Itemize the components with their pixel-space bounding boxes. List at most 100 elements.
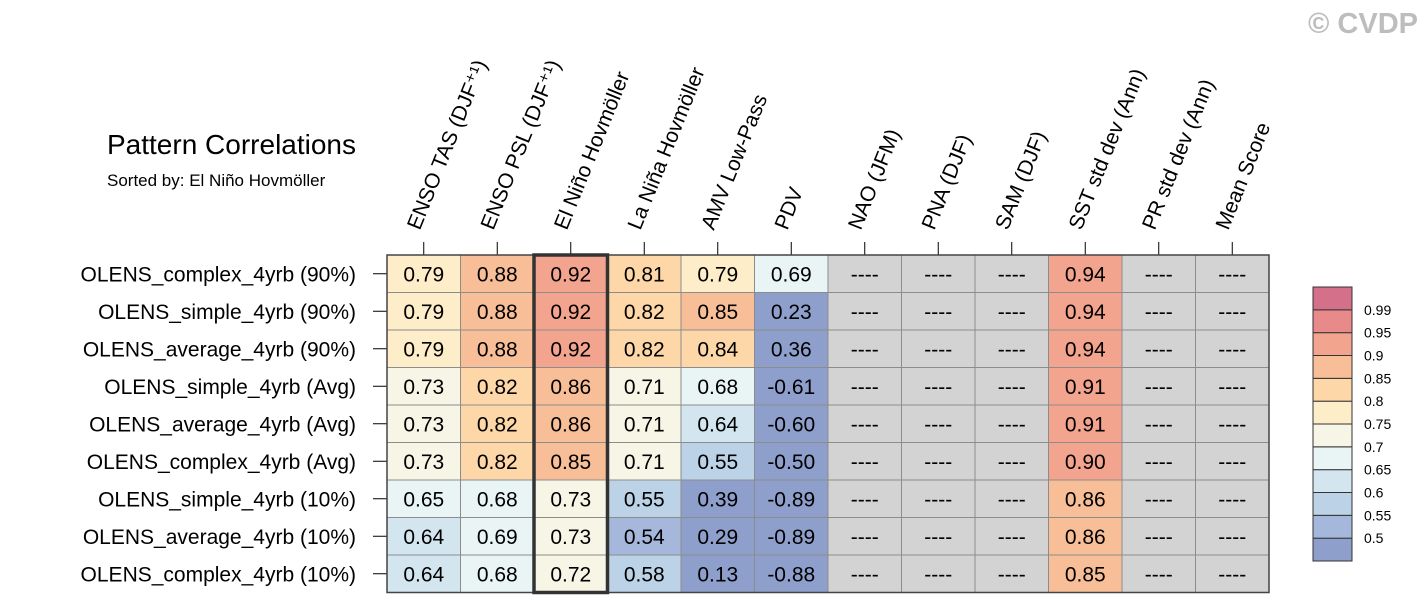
table-cell <box>386 479 461 518</box>
cell-value: ---- <box>998 413 1026 436</box>
cell-value: 0.85 <box>697 301 738 324</box>
cell-value: ---- <box>851 563 879 586</box>
table-cell <box>386 442 461 481</box>
colorbar-label: 0.55 <box>1364 507 1391 523</box>
cell-value: ---- <box>924 301 952 324</box>
cell-value: ---- <box>924 413 952 436</box>
cell-value: 0.71 <box>624 376 665 399</box>
cell-value: ---- <box>1218 338 1246 361</box>
colorbar-label: 0.99 <box>1364 302 1391 318</box>
table-cell <box>901 442 976 481</box>
table-cell <box>680 517 755 556</box>
column-labels: ENSO TAS (DJF⁺¹)ENSO PSL (DJF⁺¹)El Niño … <box>403 57 1275 255</box>
cell-value: ---- <box>1218 413 1246 436</box>
table-cell <box>901 254 976 293</box>
table-cell <box>901 554 976 593</box>
cell-value: ---- <box>851 413 879 436</box>
cell-value: 0.90 <box>1065 451 1106 474</box>
colorbar-segment <box>1312 355 1353 379</box>
cell-value: ---- <box>924 563 952 586</box>
cell-value: ---- <box>1145 563 1173 586</box>
table-cell <box>754 404 829 443</box>
cell-value: 0.92 <box>550 338 591 361</box>
colorbar-segment <box>1312 537 1353 562</box>
cell-value: 0.23 <box>771 301 812 324</box>
cell-value: 0.92 <box>550 263 591 286</box>
cell-value: 0.82 <box>624 301 665 324</box>
cell-value: 0.72 <box>550 563 591 586</box>
cell-value: ---- <box>998 301 1026 324</box>
colorbar-label: 0.6 <box>1364 485 1384 501</box>
row-label: OLENS_average_4yrb (10%) <box>83 526 356 549</box>
column-label: El Niño Hovmöller <box>550 68 634 232</box>
cell-value: 0.55 <box>697 451 738 474</box>
colorbar-segment <box>1312 309 1353 334</box>
cell-value: 0.68 <box>697 376 738 399</box>
table-cell <box>1121 554 1196 593</box>
table-cell <box>533 517 608 556</box>
colorbar: 0.5 0.55 0.6 0.65 0.7 0.75 0.8 0.85 0.9 0.95 0.99 <box>1312 286 1391 562</box>
table-cell <box>827 367 902 406</box>
table-cell <box>1121 517 1196 556</box>
table-cell <box>460 404 535 443</box>
table-cell <box>974 479 1049 518</box>
cell-value: 0.82 <box>624 338 665 361</box>
row-label: OLENS_simple_4yrb (Avg) <box>104 376 356 399</box>
cell-value: ---- <box>998 526 1026 549</box>
cell-value: 0.84 <box>697 338 738 361</box>
cell-value: 0.13 <box>697 563 738 586</box>
cell-value: ---- <box>998 488 1026 511</box>
chart-subtitle: Sorted by: El Niño Hovmöller <box>107 171 326 190</box>
cell-value: ---- <box>851 263 879 286</box>
row-label: OLENS_simple_4yrb (10%) <box>98 488 356 511</box>
cell-value: 0.36 <box>771 338 812 361</box>
cell-value: 0.82 <box>477 413 518 436</box>
column-label: PR std dev (Ann) <box>1138 76 1219 233</box>
cell-value: ---- <box>1145 526 1173 549</box>
cell-value: 0.86 <box>1065 526 1106 549</box>
table-cell <box>1048 367 1123 406</box>
cell-value: 0.71 <box>624 413 665 436</box>
row-label: OLENS_complex_4yrb (90%) <box>81 263 356 286</box>
cell-value: ---- <box>1218 563 1246 586</box>
colorbar-segment <box>1312 332 1353 356</box>
cell-value: 0.55 <box>624 488 665 511</box>
table-cell <box>1195 367 1270 406</box>
colorbar-label: 0.5 <box>1364 530 1384 546</box>
colorbar-label: 0.95 <box>1364 325 1391 341</box>
cell-value: 0.94 <box>1065 338 1106 361</box>
cell-value: 0.73 <box>550 526 591 549</box>
cell-value: 0.79 <box>697 263 738 286</box>
cell-value: 0.79 <box>403 338 444 361</box>
cell-value: ---- <box>851 338 879 361</box>
table-cell <box>1121 329 1196 368</box>
table-cell <box>607 292 682 331</box>
table-cell <box>1121 404 1196 443</box>
colorbar-segment <box>1312 469 1353 493</box>
table-border <box>386 254 1270 594</box>
cell-value: 0.86 <box>550 413 591 436</box>
cell-value: -0.89 <box>767 526 815 549</box>
cell-value: -0.50 <box>767 451 815 474</box>
cell-value: 0.73 <box>403 376 444 399</box>
table-cell <box>901 329 976 368</box>
cell-value: 0.39 <box>697 488 738 511</box>
cell-value: 0.68 <box>477 488 518 511</box>
cell-value: 0.88 <box>477 338 518 361</box>
table-cell <box>754 367 829 406</box>
table-cell <box>1048 292 1123 331</box>
cell-value: ---- <box>924 451 952 474</box>
table-cell <box>827 554 902 593</box>
colorbar-segment <box>1312 286 1353 311</box>
cell-value: 0.85 <box>1065 563 1106 586</box>
cell-value: ---- <box>1145 263 1173 286</box>
table-cell <box>1195 479 1270 518</box>
table-cell <box>1195 329 1270 368</box>
cell-value: ---- <box>998 563 1026 586</box>
table-cell <box>533 404 608 443</box>
cell-value: ---- <box>998 338 1026 361</box>
table-cell <box>680 254 755 293</box>
table-cell <box>680 367 755 406</box>
cell-value: 0.86 <box>1065 488 1106 511</box>
